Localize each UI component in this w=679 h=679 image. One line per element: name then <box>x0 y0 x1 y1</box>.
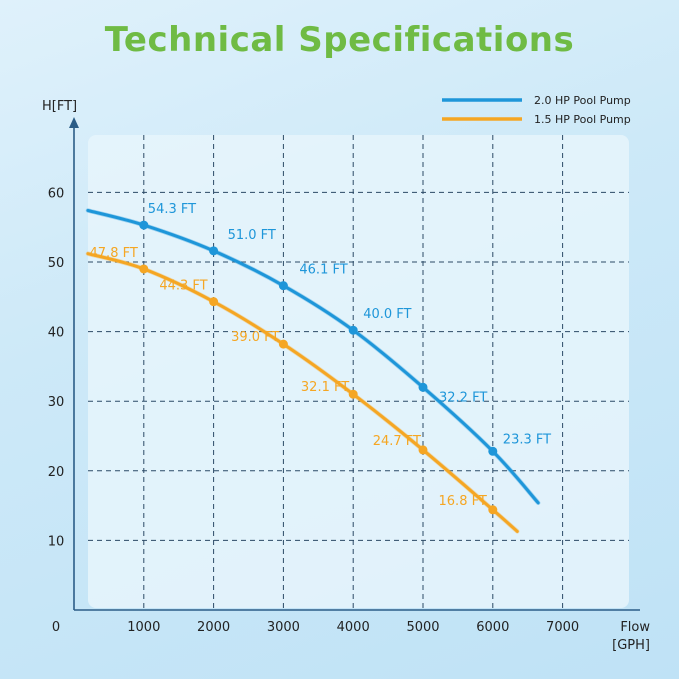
grid-lines <box>88 135 629 608</box>
data-point <box>278 339 288 349</box>
legend-label: 1.5 HP Pool Pump <box>534 113 631 126</box>
data-point <box>418 382 428 392</box>
series-line <box>86 252 519 533</box>
series-two-hp: 54.3 FT 51.0 FT 46.1 FT 40.0 FT 32.2 FT 23.3 … <box>85 202 551 506</box>
x-tick-label: 5000 <box>406 620 439 635</box>
x-axis-label-line2: [GPH] <box>612 638 650 653</box>
data-point <box>488 505 498 515</box>
y-tick-label: 20 <box>48 465 65 480</box>
legend-label: 2.0 HP Pool Pump <box>534 94 631 107</box>
data-label: 16.8 FT <box>439 494 487 509</box>
y-axis-arrow <box>69 117 79 128</box>
x-axis-label-line1: Flow <box>620 620 650 635</box>
x-tick-label: 3000 <box>267 620 300 635</box>
series-one-point-five-hp: 47.8 FT 44.3 FT 39.0 FT 32.1 FT 24.7 FT 16.8 … <box>85 246 520 534</box>
data-label: 51.0 FT <box>228 228 276 243</box>
data-label: 39.0 FT <box>231 330 279 345</box>
data-point <box>418 445 428 455</box>
plot-panel <box>88 135 629 608</box>
data-point <box>139 264 149 274</box>
y-axis-label: H[FT] <box>42 99 77 114</box>
x-tick-label: 1000 <box>127 620 160 635</box>
y-tick-label: 60 <box>48 186 65 201</box>
x-tick-label: 2000 <box>197 620 230 635</box>
data-label: 46.1 FT <box>299 263 347 278</box>
data-label: 24.7 FT <box>373 434 421 449</box>
series-group: 54.3 FT 51.0 FT 46.1 FT 40.0 FT 32.2 FT 23.3 … <box>85 202 551 534</box>
y-tick-label: 10 <box>48 534 65 549</box>
data-point <box>488 446 498 456</box>
legend: 2.0 HP Pool Pump 1.5 HP Pool Pump <box>442 94 631 126</box>
data-point <box>209 246 219 256</box>
data-label: 32.2 FT <box>439 390 487 405</box>
data-label: 44.3 FT <box>159 279 207 294</box>
data-point <box>139 220 149 230</box>
data-point <box>348 325 358 335</box>
data-label: 47.8 FT <box>90 246 138 261</box>
page-title: Technical Specifications <box>104 20 575 60</box>
series-line <box>86 208 540 505</box>
y-tick-label: 40 <box>48 326 65 341</box>
axes: 1000 2000 3000 4000 5000 6000 7000 10 20 30 40 50 60… <box>42 99 650 653</box>
data-point <box>209 297 219 307</box>
data-point <box>348 389 358 399</box>
data-point <box>278 281 288 291</box>
origin-label: 0 <box>52 620 60 635</box>
y-tick-label: 50 <box>48 256 65 271</box>
data-label: 54.3 FT <box>148 202 196 217</box>
x-tick-label: 4000 <box>337 620 370 635</box>
y-tick-label: 30 <box>48 395 65 410</box>
data-label: 40.0 FT <box>363 307 411 322</box>
data-label: 32.1 FT <box>301 380 349 395</box>
x-tick-label: 7000 <box>546 620 579 635</box>
x-tick-label: 6000 <box>476 620 509 635</box>
data-label: 23.3 FT <box>503 432 551 447</box>
